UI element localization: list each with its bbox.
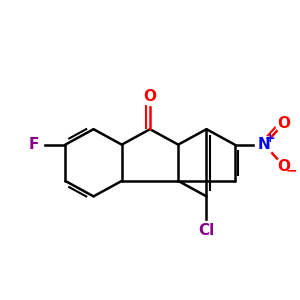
Text: O: O: [143, 89, 157, 104]
Text: −: −: [285, 164, 297, 178]
Text: F: F: [29, 137, 39, 152]
Text: N: N: [258, 137, 271, 152]
Text: O: O: [277, 158, 290, 173]
Text: +: +: [265, 132, 276, 145]
Text: O: O: [277, 116, 290, 131]
Text: Cl: Cl: [198, 223, 214, 238]
